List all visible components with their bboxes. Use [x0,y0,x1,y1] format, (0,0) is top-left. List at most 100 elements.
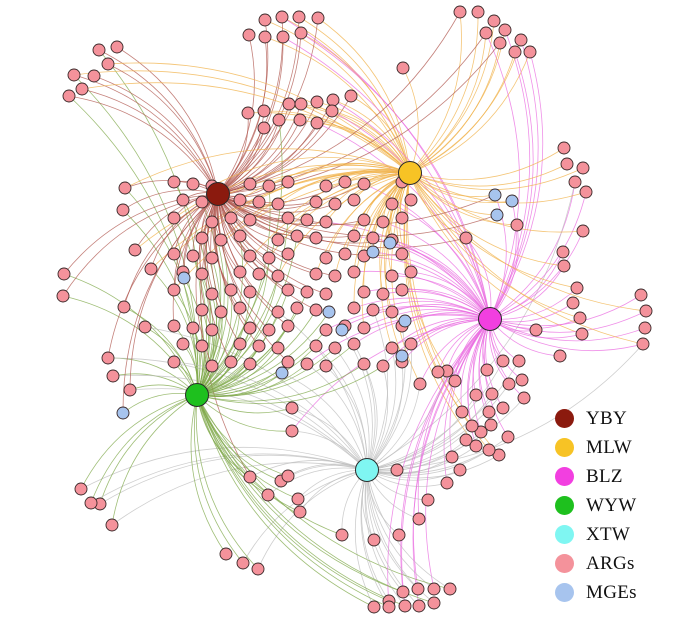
arg-node [412,512,426,526]
mge-node [116,406,130,420]
edge-mlw [409,51,516,174]
arg-node [514,33,528,47]
edge-wyw [196,309,317,396]
arg-node [376,359,390,373]
arg-node [294,26,308,40]
arg-node [243,213,257,227]
edge-wyw [196,394,404,593]
arg-node [396,61,410,75]
edge-wyw [196,394,375,608]
arg-node [566,296,580,310]
edge-mlw [409,51,531,174]
edge-mlw [332,99,411,174]
arg-node [638,321,652,335]
legend-label: MGEs [586,581,637,603]
arg-node [431,365,445,379]
mge-node [177,271,191,285]
edge-xtw [366,469,419,590]
edge-wyw [196,394,390,608]
legend-swatch [555,525,574,544]
arg-node [480,363,494,377]
arg-node [167,247,181,261]
legend-swatch [555,496,574,515]
arg-node [404,265,418,279]
arg-node [579,185,593,199]
arg-node [106,369,120,383]
arg-node [310,95,324,109]
arg-node [257,121,271,135]
arg-node [347,229,361,243]
edge-xtw [306,363,368,471]
edge-xtw [363,363,378,471]
arg-node [57,267,71,281]
edge-blz [316,122,491,320]
legend-label: ARGs [586,552,635,574]
arg-node [205,215,219,229]
arg-node [233,229,247,243]
edge-yby [68,95,219,195]
arg-node [390,463,404,477]
arg-node [101,57,115,71]
edge-mlw [409,32,487,174]
arg-node [311,11,325,25]
arg-node [474,425,488,439]
edge-blz [489,294,642,327]
edge-blz [489,200,517,320]
edge-yby [217,193,355,238]
arg-node [328,197,342,211]
edge-mlw [300,32,411,174]
arg-node [67,68,81,82]
arg-node [281,247,295,261]
arg-node [261,488,275,502]
arg-node [347,301,361,315]
hub-node-mlw [398,161,422,185]
legend-item-wyw: WYW [555,491,675,520]
edge-blz [489,194,507,320]
edge-mlw [316,122,411,174]
arg-node [568,175,582,189]
arg-node [128,243,142,257]
legend-label: XTW [586,523,631,545]
edge-yby [63,193,219,275]
arg-node [186,249,200,263]
arg-node [309,195,323,209]
edge-blz [489,51,534,320]
edge-blz [489,191,587,320]
edge-mlw [409,172,513,203]
edge-blz [412,318,491,607]
edge-blz [331,110,491,320]
edge-yby [205,193,232,363]
edge-blz [400,318,491,593]
arg-node [443,582,457,596]
arg-node [385,305,399,319]
arg-node [328,269,342,283]
arg-node [335,528,349,542]
arg-node [576,224,590,238]
edge-blz [484,318,509,438]
arg-node [357,177,371,191]
arg-node [243,249,257,263]
arg-node [482,405,496,419]
edge-wyw [196,185,271,396]
arg-node [262,323,276,337]
arg-node [319,251,333,265]
arg-node [300,213,314,227]
edge-yby [217,16,283,195]
arg-node [502,377,516,391]
arg-node [395,247,409,261]
arg-node [396,585,410,599]
arg-node [496,401,510,415]
edge-xtw [366,360,504,471]
mge-node [366,245,380,259]
arg-node [195,231,209,245]
legend-item-mges: MGEs [555,578,675,607]
arg-node [570,281,584,295]
edge-wyw [183,277,205,396]
arg-node [469,388,483,402]
edge-yby [217,193,289,291]
arg-node [271,269,285,283]
edge-yby [81,88,219,195]
edge-blz [489,39,539,320]
edge-xtw [354,469,375,608]
